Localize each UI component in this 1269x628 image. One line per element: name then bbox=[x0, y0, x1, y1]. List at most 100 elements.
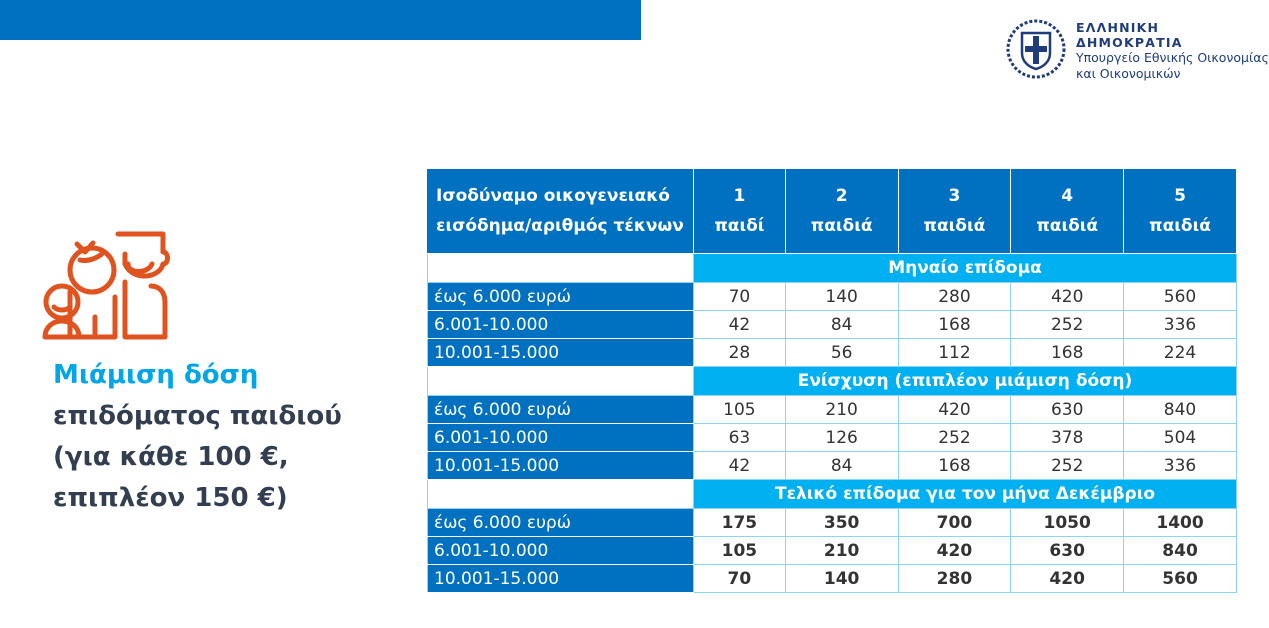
col-unit: παιδιά bbox=[1036, 216, 1099, 236]
section-blank bbox=[427, 366, 694, 396]
cell-value: 1400 bbox=[1123, 508, 1237, 537]
cell-value: 420 bbox=[1010, 564, 1125, 593]
header-col-3: 3 παιδιά bbox=[897, 168, 1012, 254]
cell-value: 252 bbox=[1010, 451, 1125, 480]
cell-value: 420 bbox=[897, 536, 1012, 565]
header-col-4: 4 παιδιά bbox=[1010, 168, 1125, 254]
ministry-name: ΕΛΛΗΝΙΚΗ ΔΗΜΟΚΡΑΤΙΑ Υπουργείο Εθνικής Οι… bbox=[1076, 20, 1269, 82]
section-title: Ενίσχυση (επιπλέον μιάμιση δόση) bbox=[693, 366, 1237, 396]
cell-value: 175 bbox=[693, 508, 786, 537]
col-unit: παιδιά bbox=[1149, 216, 1211, 236]
cell-value: 42 bbox=[693, 310, 786, 339]
col-number: 5 bbox=[1174, 186, 1186, 206]
col-number: 4 bbox=[1061, 186, 1074, 206]
header-label-line-2: εισόδημα/αριθμός τέκνων bbox=[436, 216, 684, 236]
section-title: Τελικό επίδομα για τον μήνα Δεκέμβριο bbox=[693, 479, 1237, 509]
cell-value: 1050 bbox=[1010, 508, 1125, 537]
row-label: 6.001-10.000 bbox=[427, 423, 694, 452]
cell-value: 700 bbox=[897, 508, 1012, 537]
table-row: 6.001-10.000 63 126 252 378 504 bbox=[427, 423, 1237, 452]
section-row: Ενίσχυση (επιπλέον μιάμιση δόση) bbox=[427, 366, 1237, 396]
org-line-1: ΕΛΛΗΝΙΚΗ ΔΗΜΟΚΡΑΤΙΑ bbox=[1076, 20, 1183, 50]
cell-value: 168 bbox=[1010, 338, 1125, 367]
section-row: Τελικό επίδομα για τον μήνα Δεκέμβριο bbox=[427, 479, 1237, 509]
cell-value: 84 bbox=[784, 451, 899, 480]
cell-value: 378 bbox=[1010, 423, 1125, 452]
slide-title: Μιάμιση δόση επιδόματος παιδιού (για κάθ… bbox=[53, 355, 342, 519]
header-col-2: 2 παιδιά bbox=[784, 168, 899, 254]
table-row: έως 6.000 ευρώ 70 140 280 420 560 bbox=[427, 282, 1237, 311]
cell-value: 28 bbox=[693, 338, 786, 367]
header-col-5: 5 παιδιά bbox=[1123, 168, 1237, 254]
title-line-2: επιδόματος παιδιού bbox=[53, 401, 342, 431]
col-unit: παιδί bbox=[714, 216, 765, 236]
table-row: 10.001-15.000 70 140 280 420 560 bbox=[427, 564, 1237, 593]
cell-value: 336 bbox=[1123, 451, 1237, 480]
row-label: έως 6.000 ευρώ bbox=[427, 282, 694, 311]
col-number: 2 bbox=[835, 186, 848, 206]
cell-value: 84 bbox=[784, 310, 899, 339]
greek-coat-of-arms-logo bbox=[1006, 19, 1066, 79]
section-blank bbox=[427, 253, 694, 283]
cell-value: 168 bbox=[897, 451, 1012, 480]
cell-value: 350 bbox=[784, 508, 899, 537]
cell-value: 280 bbox=[897, 282, 1012, 311]
table-row: έως 6.000 ευρώ 105 210 420 630 840 bbox=[427, 395, 1237, 424]
row-label: 10.001-15.000 bbox=[427, 564, 694, 593]
section-row: Μηναίο επίδομα bbox=[427, 253, 1237, 283]
header-col-1: 1 παιδί bbox=[693, 168, 786, 254]
cell-value: 210 bbox=[784, 395, 899, 424]
cell-value: 630 bbox=[1010, 536, 1125, 565]
benefit-table: Ισοδύναμο οικογενειακό εισόδημα/αριθμός τ… bbox=[427, 168, 1237, 593]
cell-value: 224 bbox=[1123, 338, 1237, 367]
cell-value: 140 bbox=[784, 564, 899, 593]
cell-value: 42 bbox=[693, 451, 786, 480]
cell-value: 252 bbox=[897, 423, 1012, 452]
table-row: 6.001-10.000 42 84 168 252 336 bbox=[427, 310, 1237, 339]
family-icon bbox=[42, 231, 170, 340]
cell-value: 840 bbox=[1123, 395, 1237, 424]
cell-value: 126 bbox=[784, 423, 899, 452]
cell-value: 140 bbox=[784, 282, 899, 311]
table-row: 6.001-10.000 105 210 420 630 840 bbox=[427, 536, 1237, 565]
cell-value: 280 bbox=[897, 564, 1012, 593]
title-highlight: Μιάμιση δόση bbox=[53, 360, 259, 390]
col-unit: παιδιά bbox=[810, 216, 873, 236]
org-line-3: και Οικονομικών bbox=[1076, 66, 1181, 81]
row-label: 6.001-10.000 bbox=[427, 310, 694, 339]
cell-value: 560 bbox=[1123, 282, 1237, 311]
cell-value: 112 bbox=[897, 338, 1012, 367]
header-label-line-1: Ισοδύναμο οικογενειακό bbox=[436, 186, 670, 206]
table-row: έως 6.000 ευρώ 175 350 700 1050 1400 bbox=[427, 508, 1237, 537]
table-row: 10.001-15.000 28 56 112 168 224 bbox=[427, 338, 1237, 367]
section-blank bbox=[427, 479, 694, 509]
col-unit: παιδιά bbox=[923, 216, 986, 236]
cell-value: 56 bbox=[784, 338, 899, 367]
cell-value: 252 bbox=[1010, 310, 1125, 339]
cell-value: 336 bbox=[1123, 310, 1237, 339]
row-label: 10.001-15.000 bbox=[427, 338, 694, 367]
row-label: 6.001-10.000 bbox=[427, 536, 694, 565]
cell-value: 210 bbox=[784, 536, 899, 565]
cell-value: 630 bbox=[1010, 395, 1125, 424]
cell-value: 504 bbox=[1123, 423, 1237, 452]
cell-value: 70 bbox=[693, 564, 786, 593]
cell-value: 560 bbox=[1123, 564, 1237, 593]
cell-value: 168 bbox=[897, 310, 1012, 339]
title-line-3: (για κάθε 100 €, bbox=[53, 442, 289, 472]
table-header-row: Ισοδύναμο οικογενειακό εισόδημα/αριθμός τ… bbox=[427, 168, 1237, 254]
row-label: έως 6.000 ευρώ bbox=[427, 508, 694, 537]
section-title: Μηναίο επίδομα bbox=[693, 253, 1237, 283]
header-label: Ισοδύναμο οικογενειακό εισόδημα/αριθμός τ… bbox=[427, 168, 694, 254]
cell-value: 63 bbox=[693, 423, 786, 452]
table-row: 10.001-15.000 42 84 168 252 336 bbox=[427, 451, 1237, 480]
title-line-4: επιπλέον 150 €) bbox=[53, 483, 288, 513]
row-label: 10.001-15.000 bbox=[427, 451, 694, 480]
col-number: 3 bbox=[948, 186, 961, 206]
cell-value: 420 bbox=[1010, 282, 1125, 311]
cell-value: 105 bbox=[693, 536, 786, 565]
cell-value: 70 bbox=[693, 282, 786, 311]
cell-value: 420 bbox=[897, 395, 1012, 424]
top-banner bbox=[0, 0, 641, 40]
row-label: έως 6.000 ευρώ bbox=[427, 395, 694, 424]
